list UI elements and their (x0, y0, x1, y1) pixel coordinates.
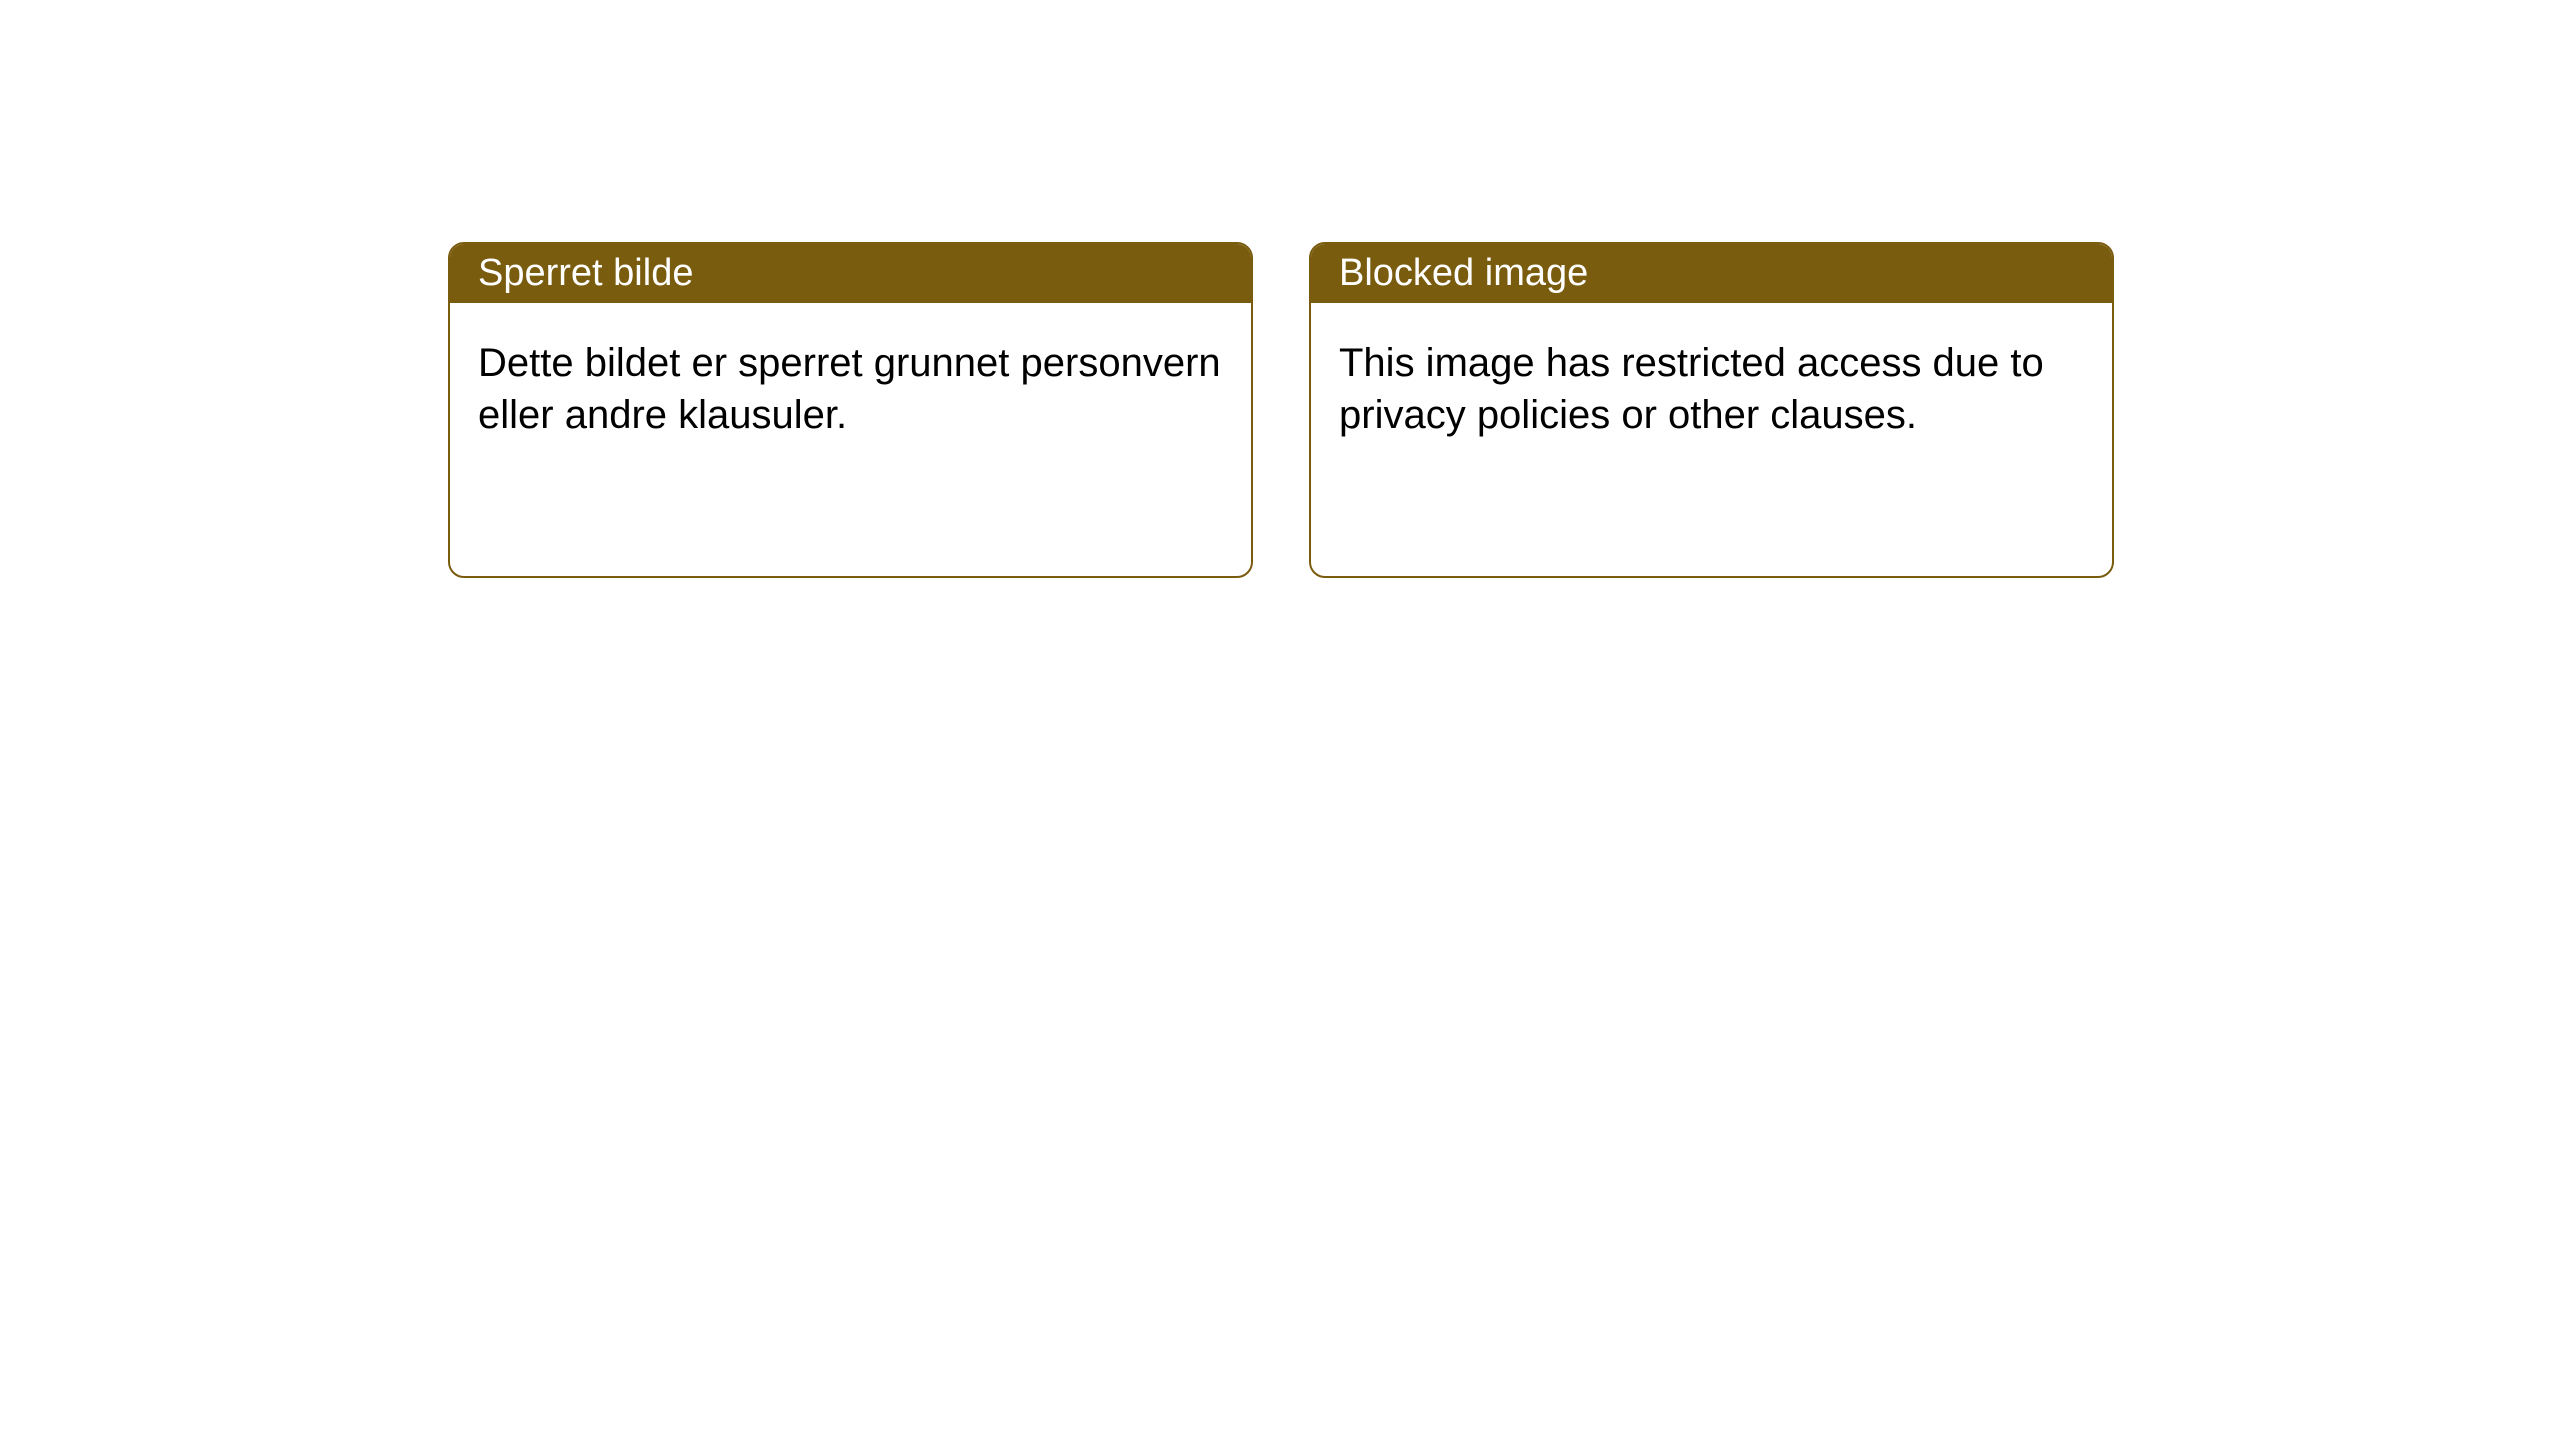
blocked-image-card-en: Blocked image This image has restricted … (1309, 242, 2114, 578)
card-body: This image has restricted access due to … (1311, 303, 2112, 475)
card-title: Blocked image (1339, 252, 1588, 294)
card-header: Blocked image (1311, 244, 2112, 303)
card-body: Dette bildet er sperret grunnet personve… (450, 303, 1251, 475)
card-header: Sperret bilde (450, 244, 1251, 303)
card-body-text: Dette bildet er sperret grunnet personve… (478, 341, 1221, 437)
cards-container: Sperret bilde Dette bildet er sperret gr… (0, 0, 2560, 578)
card-body-text: This image has restricted access due to … (1339, 341, 2044, 437)
blocked-image-card-no: Sperret bilde Dette bildet er sperret gr… (448, 242, 1253, 578)
card-title: Sperret bilde (478, 252, 693, 294)
